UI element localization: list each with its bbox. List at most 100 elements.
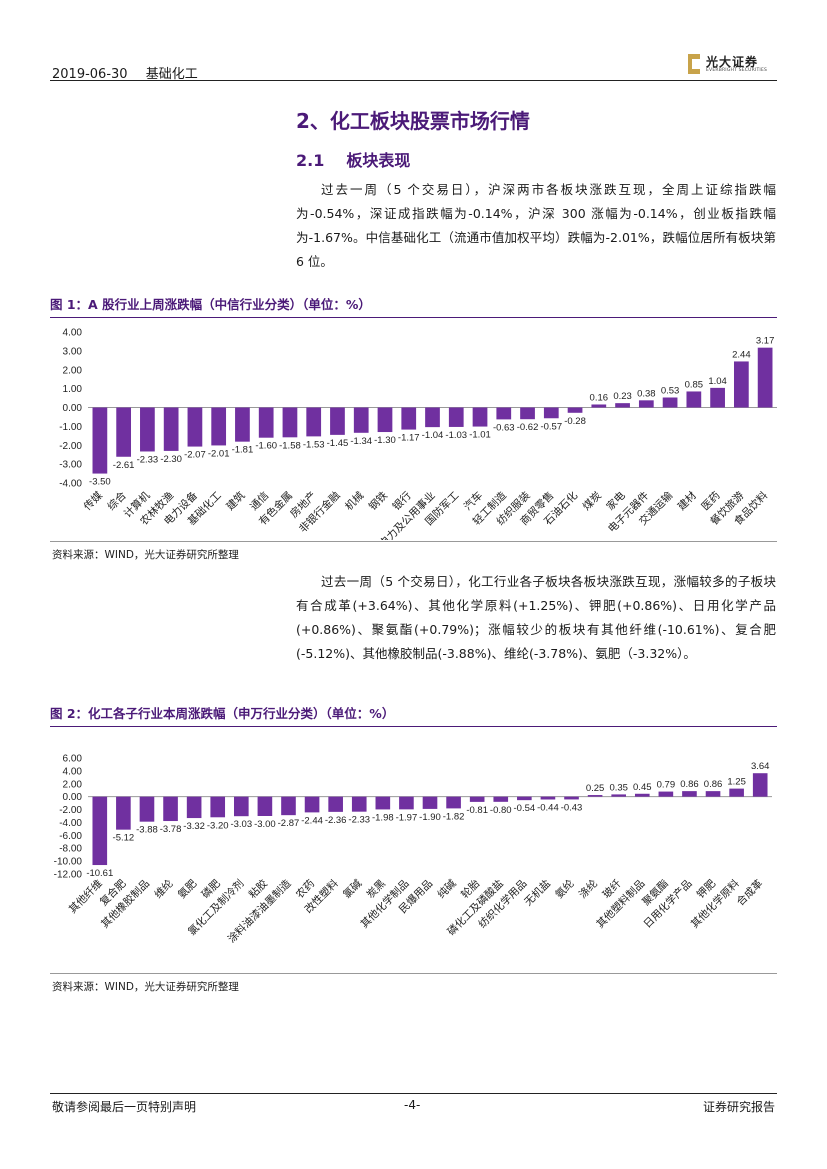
fig1-data-label-15: -1.03 bbox=[445, 430, 467, 441]
fig2-bar-21 bbox=[587, 795, 603, 797]
fig1-bar-11 bbox=[353, 407, 369, 433]
fig1-data-label-5: -2.01 bbox=[208, 448, 230, 459]
fig2-data-label-22: 0.35 bbox=[609, 782, 628, 793]
fig1-data-label-20: -0.28 bbox=[564, 416, 586, 427]
fig2-bar-22 bbox=[611, 794, 627, 797]
subsection-number: 2.1 bbox=[296, 151, 325, 170]
fig2-category-label-21: 涤纶 bbox=[576, 877, 600, 901]
fig2-ytick-6: -6.00 bbox=[59, 831, 82, 842]
fig2-data-label-10: -2.36 bbox=[325, 815, 347, 826]
fig1-data-label-2: -2.33 bbox=[137, 454, 159, 465]
figure2-svg: 6.004.00 2.00 0.00 -2.00 -4.00 -6.00 -8.00 -10.… bbox=[54, 754, 772, 946]
fig1-data-label-1: -2.61 bbox=[113, 460, 135, 471]
fig2-bar-6 bbox=[233, 796, 249, 817]
fig1-bar-18 bbox=[520, 407, 535, 420]
fig1-bar-21 bbox=[591, 404, 607, 408]
fig1-bar-24 bbox=[662, 397, 678, 408]
fig1-ytick-8: -4.00 bbox=[59, 479, 82, 490]
fig1-category-label-21: 煤炭 bbox=[580, 489, 604, 513]
fig1-data-label-10: -1.45 bbox=[327, 438, 349, 449]
report-date: 2019-06-30 bbox=[52, 67, 128, 82]
fig1-bar-26 bbox=[710, 387, 725, 408]
paragraph-market-overview: 过去一周（5 个交易日），沪深两市各板块涨跌互现，全周上证综指跌幅为-0.54%… bbox=[296, 182, 776, 269]
fig1-data-label-25: 0.85 bbox=[685, 379, 704, 390]
paragraph-subsector: 过去一周（5 个交易日），化工行业各子板块各板块涨跌互现，涨幅较多的子板块有合成… bbox=[296, 574, 776, 661]
fig1-bar-13 bbox=[401, 407, 417, 430]
fig2-ytick-4: -2.00 bbox=[59, 805, 82, 816]
footer-divider bbox=[50, 1093, 777, 1094]
fig2-data-label-20: -0.43 bbox=[561, 802, 583, 813]
fig2-data-label-14: -1.90 bbox=[419, 812, 441, 823]
fig1-data-label-18: -0.62 bbox=[517, 422, 539, 433]
fig2-data-label-16: -0.81 bbox=[466, 805, 488, 816]
fig1-bar-28 bbox=[757, 347, 773, 408]
fig1-data-label-3: -2.30 bbox=[160, 454, 182, 465]
fig2-data-label-8: -2.87 bbox=[278, 818, 300, 829]
fig1-data-label-0: -3.50 bbox=[89, 477, 111, 488]
fig1-data-label-19: -0.57 bbox=[540, 421, 562, 432]
fig2-bar-14 bbox=[422, 796, 438, 809]
fig2-bar-20 bbox=[564, 796, 579, 800]
figure1-title: 图 1：A 股行业上周涨跌幅（中信行业分类）（单位：%） bbox=[50, 294, 777, 318]
logo-name-cn: 光大证券 bbox=[706, 55, 759, 69]
fig2-data-label-17: -0.80 bbox=[490, 805, 512, 816]
fig2-bar-24 bbox=[658, 791, 674, 797]
fig1-bar-20 bbox=[567, 407, 583, 413]
fig2-bar-2 bbox=[139, 796, 155, 822]
fig2-category-label-20: 氨纶 bbox=[553, 877, 577, 901]
fig1-data-label-24: 0.53 bbox=[661, 385, 680, 396]
fig2-data-label-24: 0.79 bbox=[657, 780, 676, 791]
fig2-bar-9 bbox=[304, 796, 320, 813]
fig1-bar-17 bbox=[496, 407, 512, 420]
fig2-category-label-4: 氨肥 bbox=[175, 877, 199, 901]
fig1-data-label-6: -1.81 bbox=[232, 445, 254, 456]
fig1-category-label-6: 建筑 bbox=[224, 489, 248, 513]
report-sector: 基础化工 bbox=[145, 67, 198, 82]
fig2-data-label-12: -1.98 bbox=[372, 812, 394, 823]
fig2-data-label-27: 1.25 bbox=[727, 777, 746, 788]
fig1-data-label-4: -2.07 bbox=[184, 450, 206, 461]
subsection-label: 板块表现 bbox=[346, 151, 411, 170]
fig1-bar-3 bbox=[163, 407, 179, 451]
fig2-bar-13 bbox=[399, 796, 414, 810]
fig2-ytick-9: -12.00 bbox=[54, 870, 83, 881]
fig2-ytick-2: 2.00 bbox=[63, 779, 83, 790]
fig1-data-label-14: -1.04 bbox=[422, 430, 444, 441]
fig1-data-label-27: 2.44 bbox=[732, 349, 751, 360]
page-number: -4- bbox=[404, 1098, 421, 1112]
fig2-data-label-9: -2.44 bbox=[301, 815, 323, 826]
fig2-bar-18 bbox=[517, 796, 532, 801]
fig2-data-label-0: -10.61 bbox=[86, 868, 113, 879]
fig2-data-label-7: -3.00 bbox=[254, 819, 276, 830]
company-logo: 光大证券 EVERBRIGHT SECURITIES bbox=[688, 54, 780, 76]
fig1-bar-1 bbox=[116, 407, 132, 457]
fig1-bar-14 bbox=[425, 407, 440, 428]
fig2-data-label-3: -3.78 bbox=[160, 824, 182, 835]
fig2-bar-11 bbox=[351, 796, 367, 812]
fig2-data-label-1: -5.12 bbox=[113, 833, 135, 844]
fig2-bar-5 bbox=[210, 796, 226, 818]
fig1-ytick-5: -1.00 bbox=[59, 422, 82, 433]
fig1-bar-23 bbox=[638, 400, 654, 408]
fig1-bar-19 bbox=[543, 407, 559, 419]
fig1-ytick-7: -3.00 bbox=[59, 460, 82, 471]
fig2-bar-8 bbox=[281, 796, 296, 816]
fig2-ytick-0: 6.00 bbox=[63, 754, 83, 765]
fig1-data-label-9: -1.53 bbox=[303, 439, 325, 450]
fig1-data-label-28: 3.17 bbox=[756, 336, 775, 347]
fig1-bar-9 bbox=[306, 407, 322, 437]
fig1-bar-0 bbox=[92, 407, 108, 474]
fig2-bar-3 bbox=[163, 796, 178, 822]
fig2-data-label-6: -3.03 bbox=[230, 819, 252, 830]
fig1-bar-10 bbox=[330, 407, 345, 435]
figure2-chart: 6.00 4.00 2.00 0.00 -2.00 -4.00 -6.00 -8.00 -10.… bbox=[50, 746, 777, 972]
footer-disclaimer: 敬请参阅最后一页特别声明 bbox=[52, 1100, 197, 1114]
fig1-data-label-12: -1.30 bbox=[374, 435, 396, 446]
fig1-bar-4 bbox=[187, 407, 203, 447]
fig1-bar-22 bbox=[615, 403, 630, 408]
fig1-bar-16 bbox=[472, 407, 488, 427]
fig1-ytick-0: 4.00 bbox=[63, 328, 83, 339]
fig1-bar-7 bbox=[258, 407, 274, 438]
logo-mark-icon bbox=[688, 54, 700, 74]
fig2-data-label-21: 0.25 bbox=[586, 783, 605, 794]
